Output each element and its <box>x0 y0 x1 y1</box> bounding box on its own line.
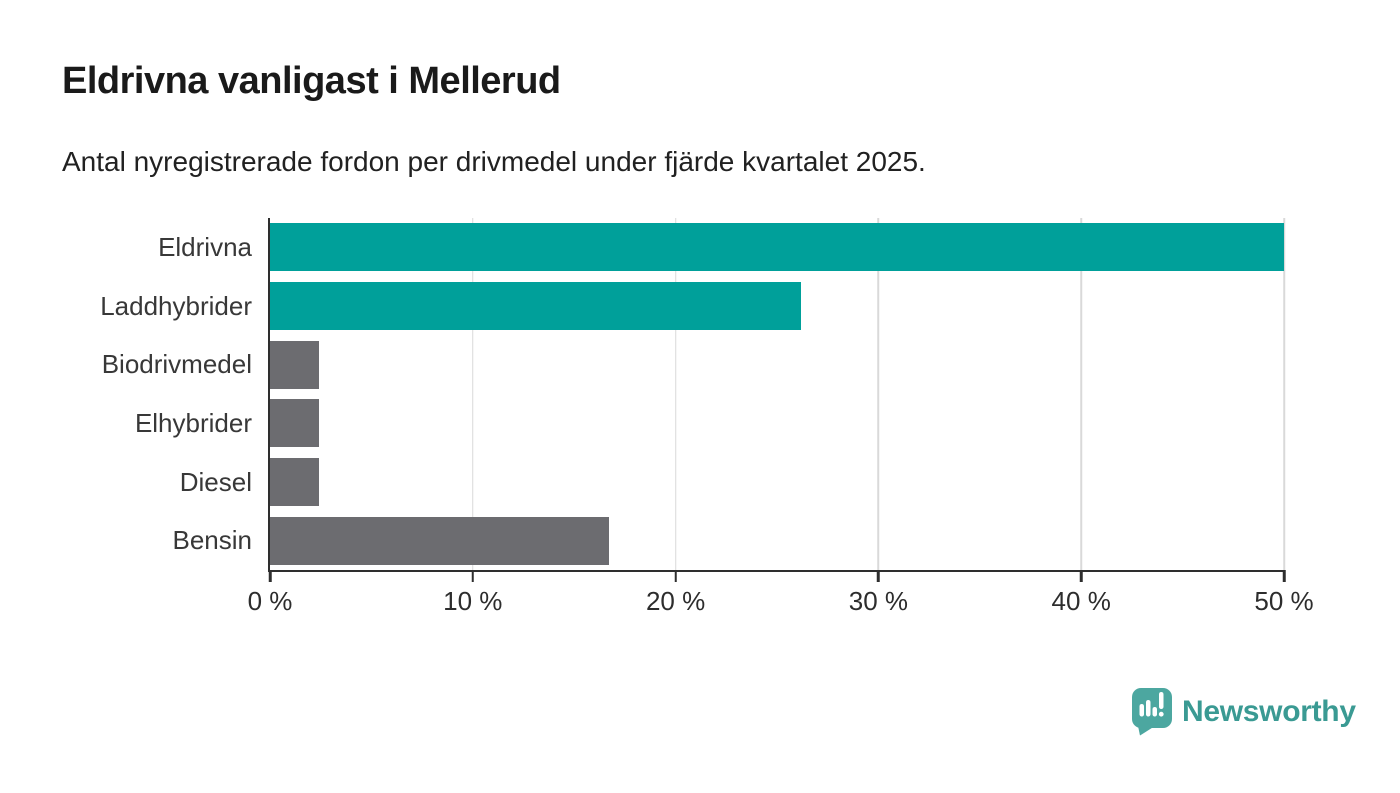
x-tick-label-50: 50 % <box>1254 586 1314 616</box>
gridline-40 <box>1080 218 1082 570</box>
gridline-20 <box>674 218 677 570</box>
category-label-eldrivna: Eldrivna <box>158 231 252 262</box>
x-tick-10 <box>471 570 475 582</box>
bar-row-bensin <box>270 511 1284 570</box>
category-label-biodrivmedel: Biodrivmedel <box>101 349 252 380</box>
category-label-elhybrider: Elhybrider <box>134 407 252 438</box>
bar-biodrivmedel <box>270 340 319 389</box>
x-tick-40 <box>1079 570 1083 582</box>
bar-diesel <box>270 458 319 507</box>
bars-layer <box>270 218 1284 570</box>
newsworthy-logo-text: Newsworthy <box>1182 695 1356 728</box>
chart-subtitle: Antal nyregistrerade fordon per drivmede… <box>62 146 926 177</box>
gridline-50 <box>1283 218 1285 570</box>
bar-elhybrider <box>270 399 319 448</box>
x-tick-label-0: 0 % <box>247 586 293 616</box>
x-tick-label-10: 10 % <box>443 586 503 616</box>
bar-bensin <box>270 516 609 565</box>
x-tick-30 <box>877 570 880 582</box>
x-tick-label-30: 30 % <box>848 586 909 616</box>
category-axis-labels: Eldrivna Laddhybrider Biodrivmedel Elhybrid… <box>0 218 252 570</box>
bar-laddhybrider <box>270 282 802 330</box>
newsworthy-logo: Newsworthy <box>1132 688 1356 736</box>
bar-row-laddhybrider <box>270 277 1284 336</box>
bar-row-elhybrider <box>270 394 1284 453</box>
x-tick-20 <box>674 570 677 582</box>
bar-eldrivna <box>270 223 1284 272</box>
x-tick-label-20: 20 % <box>645 586 706 616</box>
bar-row-diesel <box>270 453 1284 512</box>
category-label-laddhybrider: Laddhybrider <box>100 290 252 321</box>
gridline-30 <box>877 218 880 570</box>
x-tick-label-40: 40 % <box>1051 586 1111 616</box>
x-tick-50 <box>1282 570 1286 582</box>
bar-row-biodrivmedel <box>270 335 1284 394</box>
x-tick-0 <box>268 570 272 582</box>
plot-area: 0 % 10 % 20 % 30 % 40 % 50 % <box>248 218 1314 616</box>
chart-title: Eldrivna vanligast i Mellerud <box>62 60 561 102</box>
gridline-10 <box>472 218 474 570</box>
bar-row-eldrivna <box>270 218 1284 277</box>
category-label-diesel: Diesel <box>179 466 252 497</box>
newsworthy-bar-chart-pin-icon <box>1132 688 1172 736</box>
category-label-bensin: Bensin <box>172 525 253 556</box>
